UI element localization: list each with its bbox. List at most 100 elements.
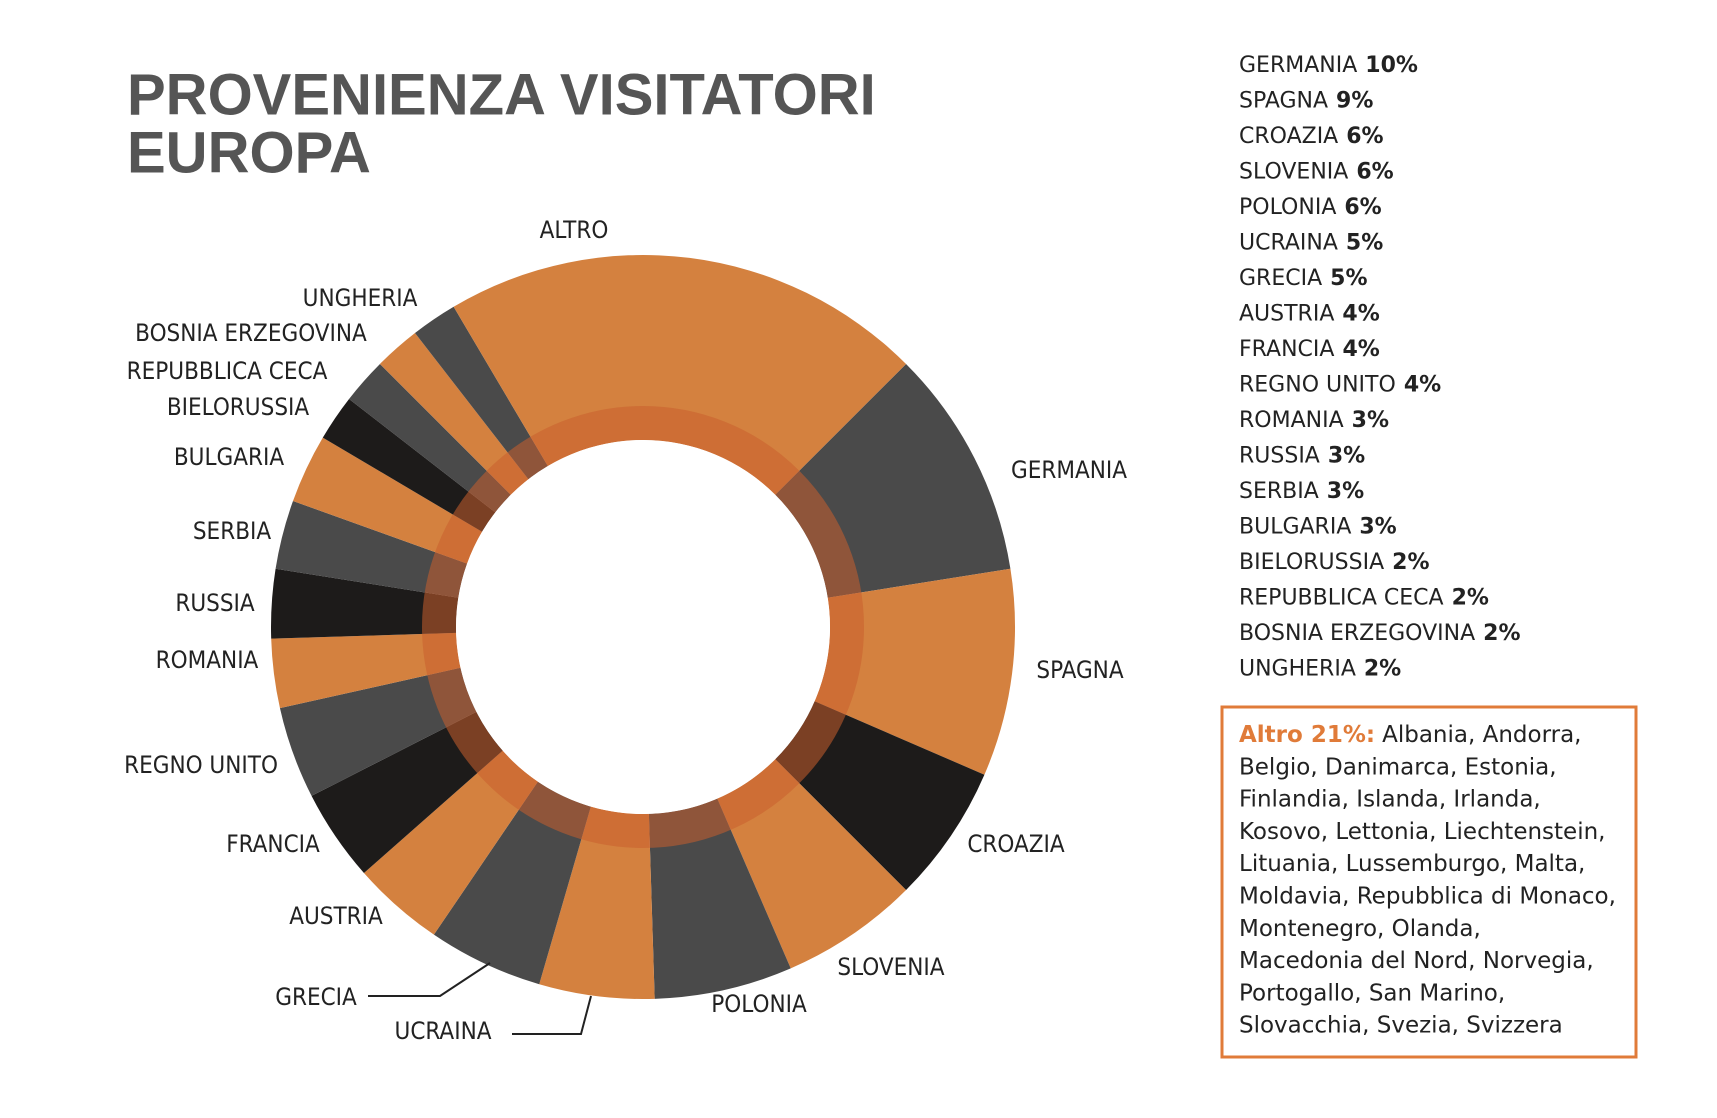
legend-value: 3% <box>1328 444 1365 469</box>
legend-name: BULGARIA <box>1239 515 1351 540</box>
legend-value: 6% <box>1344 195 1381 220</box>
donut-slice <box>271 568 459 639</box>
note-text: Montenegro, Olanda, <box>1239 915 1481 941</box>
slice-label: CROAZIA <box>967 830 1065 858</box>
note-text: Macedonia del Nord, Norvegia, <box>1239 948 1594 974</box>
legend-entry: REPUBBLICA CECA 2% <box>1239 586 1489 611</box>
donut-slice <box>379 333 529 495</box>
slice-label: AUSTRIA <box>289 902 383 930</box>
donut-slice <box>311 711 503 874</box>
slice-label: SPAGNA <box>1036 656 1123 684</box>
legend-name: SERBIA <box>1239 479 1319 504</box>
slice-label: ROMANIA <box>156 646 259 674</box>
legend-value: 2% <box>1364 657 1401 682</box>
legend-name: BOSNIA ERZEGOVINA <box>1239 621 1475 646</box>
legend-entry: SLOVENIA 6% <box>1239 160 1394 185</box>
slice-label: SERBIA <box>193 517 272 545</box>
slice-label: POLONIA <box>711 990 807 1018</box>
donut-slice <box>433 781 591 985</box>
donut-slice <box>275 500 468 598</box>
slice-label: UNGHERIA <box>303 284 418 312</box>
leader-line <box>512 995 592 1035</box>
legend-value: 3% <box>1327 479 1364 504</box>
note-text: Kosovo, Lettonia, Liechtenstein, <box>1239 818 1605 844</box>
legend-value: 5% <box>1330 266 1367 291</box>
note-line: Belgio, Danimarca, Estonia, <box>1239 754 1557 780</box>
note-line: Lituania, Lussemburgo, Malta, <box>1239 851 1585 877</box>
note-line: Portogallo, San Marino, <box>1239 980 1505 1006</box>
legend-value: 2% <box>1483 621 1520 646</box>
donut-slice <box>363 750 538 935</box>
legend-entry: BIELORUSSIA 2% <box>1239 550 1430 575</box>
legend-entry: UCRAINA 5% <box>1239 231 1383 256</box>
slice-label: BIELORUSSIA <box>167 393 310 421</box>
legend-name: RUSSIA <box>1239 444 1320 469</box>
note-title: Altro 21%: <box>1239 722 1375 748</box>
slice-label: GERMANIA <box>1011 456 1127 484</box>
legend-value: 4% <box>1342 337 1379 362</box>
slice-label: REPUBBLICA CECA <box>127 357 328 385</box>
legend-name: GERMANIA <box>1239 53 1357 78</box>
legend-name: SPAGNA <box>1239 89 1328 114</box>
legend-entry: UNGHERIA 2% <box>1239 657 1401 682</box>
donut-slice <box>414 306 548 480</box>
legend-entry: FRANCIA 4% <box>1239 337 1380 362</box>
note-line: Moldavia, Repubblica di Monaco, <box>1239 883 1616 909</box>
legend-name: CROAZIA <box>1239 124 1338 149</box>
legend-entry: GERMANIA 10% <box>1239 53 1418 78</box>
note-text: Albania, Andorra, <box>1382 722 1581 748</box>
slice-label: GRECIA <box>275 983 357 1011</box>
legend-value: 6% <box>1356 160 1393 185</box>
legend-value: 3% <box>1359 515 1396 540</box>
donut-slice <box>648 798 791 999</box>
note-line: Montenegro, Olanda, <box>1239 915 1481 941</box>
legend-entry: ROMANIA 3% <box>1239 408 1389 433</box>
legend-entry: BOSNIA ERZEGOVINA 2% <box>1239 621 1521 646</box>
legend-name: ROMANIA <box>1239 408 1344 433</box>
legend-name: REPUBBLICA CECA <box>1239 586 1444 611</box>
legend-value: 2% <box>1452 586 1489 611</box>
slice-label: BOSNIA ERZEGOVINA <box>135 319 367 347</box>
donut <box>271 255 1016 999</box>
note-text: Belgio, Danimarca, Estonia, <box>1239 754 1557 780</box>
legend-name: BIELORUSSIA <box>1239 550 1384 575</box>
note-text: Lituania, Lussemburgo, Malta, <box>1239 851 1585 877</box>
slice-label: REGNO UNITO <box>124 751 278 779</box>
donut-slice <box>271 632 461 709</box>
donut-slice <box>349 363 511 513</box>
note-text: Moldavia, Repubblica di Monaco, <box>1239 883 1616 909</box>
legend-name: FRANCIA <box>1239 337 1334 362</box>
note-text: Slovacchia, Svezia, Svizzera <box>1239 1012 1563 1038</box>
legend-value: 3% <box>1352 408 1389 433</box>
legend-entry: RUSSIA 3% <box>1239 444 1365 469</box>
donut-slice <box>539 806 655 999</box>
donut-hole <box>456 440 830 814</box>
legend-name: UNGHERIA <box>1239 657 1356 682</box>
legend-entry: REGNO UNITO 4% <box>1239 373 1441 398</box>
note-text: Portogallo, San Marino, <box>1239 980 1505 1006</box>
note-box <box>1220 705 1638 1059</box>
legend-value: 4% <box>1404 373 1441 398</box>
donut-slice <box>279 667 477 796</box>
note-line: Finlandia, Islanda, Irlanda, <box>1239 786 1541 812</box>
legend-entry: CROAZIA 6% <box>1239 124 1384 149</box>
legend-name: POLONIA <box>1239 195 1336 220</box>
note-line: Altro 21%: Albania, Andorra, <box>1239 722 1582 748</box>
legend-name: SLOVENIA <box>1239 160 1348 185</box>
slice-label: UCRAINA <box>395 1017 492 1045</box>
legend-value: 6% <box>1346 124 1383 149</box>
legend-value: 5% <box>1346 231 1383 256</box>
legend-entry: AUSTRIA 4% <box>1239 302 1380 327</box>
donut-slice <box>322 398 496 532</box>
legend-value: 2% <box>1392 550 1429 575</box>
legend-value: 10% <box>1365 53 1418 78</box>
slice-label: FRANCIA <box>226 830 320 858</box>
donut-slice <box>292 437 483 564</box>
legend-entry: SERBIA 3% <box>1239 479 1364 504</box>
legend-value: 4% <box>1342 302 1379 327</box>
legend-name: GRECIA <box>1239 266 1322 291</box>
legend-name: UCRAINA <box>1239 231 1338 256</box>
chart-title: EUROPA <box>127 120 371 185</box>
legend-entry: BULGARIA 3% <box>1239 515 1397 540</box>
